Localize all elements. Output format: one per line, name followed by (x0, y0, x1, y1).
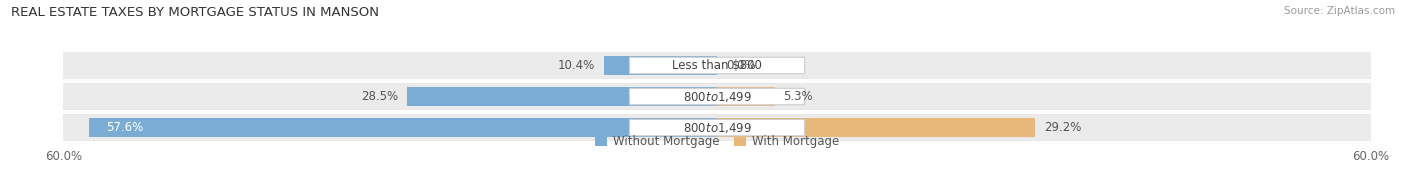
Text: 0.0%: 0.0% (725, 59, 755, 72)
Text: Less than $800: Less than $800 (672, 59, 762, 72)
Legend: Without Mortgage, With Mortgage: Without Mortgage, With Mortgage (595, 135, 839, 148)
FancyBboxPatch shape (630, 88, 804, 105)
Text: 28.5%: 28.5% (361, 90, 398, 103)
Bar (63, 53, 1371, 78)
Text: 57.6%: 57.6% (105, 121, 143, 134)
Bar (717, 87, 775, 106)
Bar (63, 84, 1371, 109)
Bar (603, 56, 717, 75)
FancyBboxPatch shape (630, 119, 804, 136)
Text: $800 to $1,499: $800 to $1,499 (682, 121, 752, 135)
Text: 5.3%: 5.3% (783, 90, 813, 103)
Text: $800 to $1,499: $800 to $1,499 (682, 90, 752, 104)
FancyBboxPatch shape (630, 57, 804, 74)
Bar (63, 52, 1371, 79)
Bar (406, 87, 717, 106)
Bar (90, 118, 717, 137)
Bar (63, 114, 1371, 141)
Text: 29.2%: 29.2% (1043, 121, 1081, 134)
Text: Source: ZipAtlas.com: Source: ZipAtlas.com (1284, 6, 1395, 16)
Bar (63, 115, 1371, 140)
Text: 10.4%: 10.4% (558, 59, 595, 72)
Text: REAL ESTATE TAXES BY MORTGAGE STATUS IN MANSON: REAL ESTATE TAXES BY MORTGAGE STATUS IN … (11, 6, 380, 19)
Bar (63, 83, 1371, 110)
Bar (717, 118, 1035, 137)
